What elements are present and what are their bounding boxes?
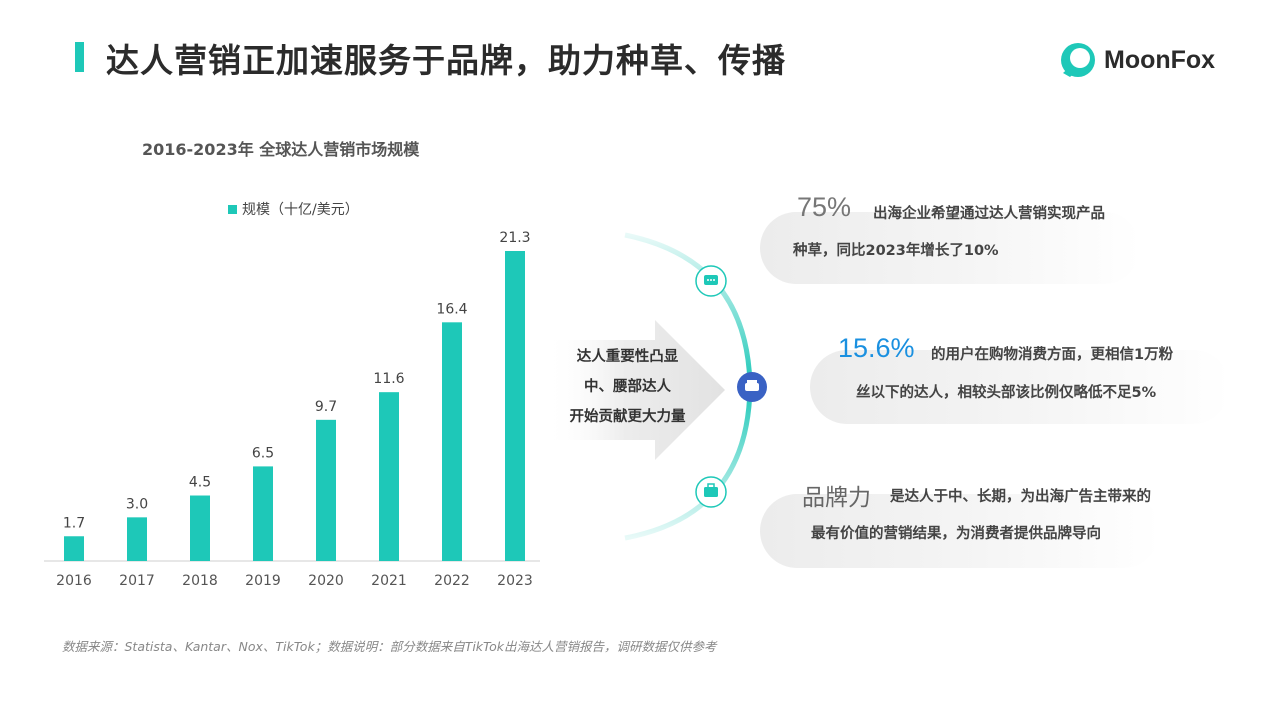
chart-title: 2016-2023年 全球达人营销市场规模 <box>142 140 420 159</box>
title-accent-bar <box>75 42 84 72</box>
chart-legend: 规模（十亿/美元） <box>228 199 359 219</box>
bar-chart: 1.7 2016 3.0 2017 4.5 2018 6.5 2019 9.7 2020 11.6 2… <box>44 230 540 589</box>
stat-line-2b: 丝以下的达人，相较头部该比例仅略低不足5% <box>856 385 1157 401</box>
bar-2018 <box>190 495 210 561</box>
bar-2021 <box>379 392 399 561</box>
arc-connector <box>624 232 767 541</box>
x-tick-2023: 2023 <box>497 573 533 589</box>
chat-icon <box>695 265 727 297</box>
stat-big-2: 15.6% <box>838 333 915 363</box>
bar-2017 <box>127 517 147 561</box>
value-label-2020: 9.7 <box>315 399 337 415</box>
value-label-2017: 3.0 <box>126 496 148 512</box>
page-title: 达人营销正加速服务于品牌，助力种草、传播 <box>106 41 786 80</box>
arrow-line-3: 开始贡献更大力量 <box>569 409 686 425</box>
value-label-2023: 21.3 <box>499 230 530 246</box>
stat-line-1a: 出海企业希望通过达人营销实现产品 <box>873 206 1105 222</box>
x-tick-2022: 2022 <box>434 573 470 589</box>
stat-card-1 <box>760 212 1140 284</box>
value-label-2019: 6.5 <box>252 445 274 461</box>
sofa-icon <box>737 372 767 402</box>
stat-line-1b: 种草，同比2023年增长了10% <box>793 243 999 259</box>
arrow-line-1: 达人重要性凸显 <box>576 349 679 365</box>
x-tick-2020: 2020 <box>308 573 344 589</box>
value-label-2021: 11.6 <box>373 371 404 387</box>
briefcase-icon <box>695 476 727 508</box>
x-tick-2016: 2016 <box>56 573 92 589</box>
stat-line-2a: 的用户在购物消费方面，更相信1万粉 <box>931 347 1174 363</box>
bar-2019 <box>253 466 273 561</box>
stat-big-1: 75% <box>797 192 852 222</box>
stat-line-3a: 是达人于中、长期，为出海广告主带来的 <box>890 489 1151 505</box>
legend-label: 规模（十亿/美元） <box>242 202 359 218</box>
x-tick-2021: 2021 <box>371 573 407 589</box>
legend-swatch <box>228 204 237 214</box>
x-tick-2018: 2018 <box>182 573 218 589</box>
bar-2023 <box>505 251 525 561</box>
arrow-line-2: 中、腰部达人 <box>584 379 671 395</box>
stat-big-3: 品牌力 <box>802 484 871 510</box>
stat-line-3b: 最有价值的营销结果，为消费者提供品牌导向 <box>811 526 1101 542</box>
moonfox-logo: MoonFox <box>1058 40 1215 80</box>
stat-card-3 <box>760 494 1160 568</box>
stat-card-2 <box>810 350 1230 424</box>
footnote: 数据来源：Statista、Kantar、Nox、TikTok；数据说明：部分数… <box>62 639 717 654</box>
arrow-text: 达人重要性凸显 中、腰部达人 开始贡献更大力量 <box>545 342 710 432</box>
moonfox-logo-icon <box>1061 43 1095 77</box>
bar-2020 <box>316 419 336 561</box>
bar-2022 <box>442 322 462 561</box>
value-label-2022: 16.4 <box>436 301 467 317</box>
x-tick-2019: 2019 <box>245 573 281 589</box>
value-label-2018: 4.5 <box>189 475 211 491</box>
logo-text: MoonFox <box>1104 45 1216 74</box>
arrow-shape <box>545 320 725 460</box>
value-label-2016: 1.7 <box>63 515 85 531</box>
x-tick-2017: 2017 <box>119 573 155 589</box>
bar-2016 <box>64 536 84 561</box>
